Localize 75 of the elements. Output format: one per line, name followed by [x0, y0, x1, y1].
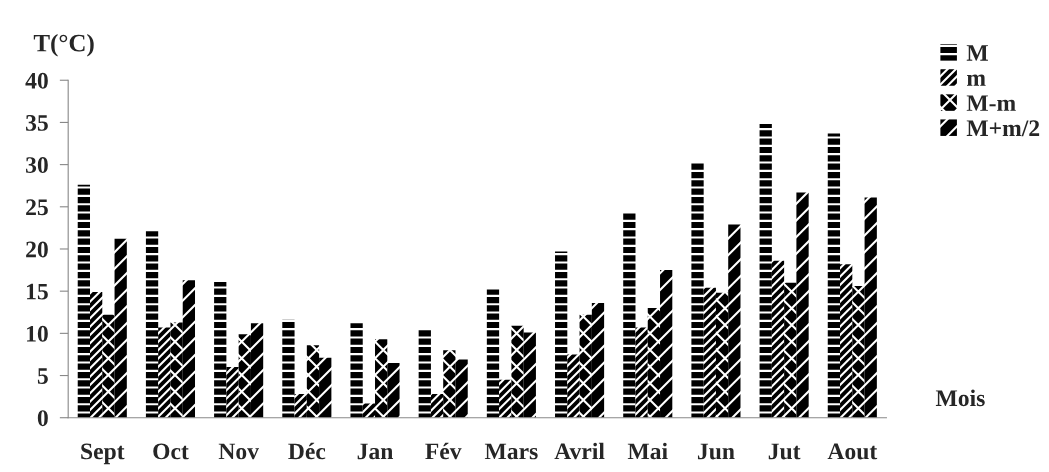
y-tick-label: 25 — [26, 199, 48, 216]
bar — [771, 260, 785, 418]
y-tick-label: 0 — [37, 410, 48, 427]
y-tick-label: 30 — [26, 157, 48, 174]
bar — [852, 286, 865, 418]
bar — [591, 302, 605, 418]
bar — [499, 379, 512, 418]
bar — [864, 197, 877, 418]
bar — [455, 359, 468, 418]
x-tick-label: Nov — [218, 443, 259, 460]
bar — [796, 192, 809, 418]
bar — [362, 403, 376, 418]
legend-label: m — [966, 74, 986, 86]
x-tick-label: Mars — [484, 443, 538, 460]
y-tick-label: 10 — [27, 325, 48, 342]
bar — [294, 394, 307, 418]
bar — [784, 282, 797, 418]
bar — [840, 264, 853, 418]
bar — [759, 124, 772, 418]
bar — [375, 339, 388, 418]
bar — [728, 224, 741, 418]
y-axis-title: T(°C) — [33, 33, 94, 57]
x-tick-label: Jun — [697, 443, 735, 460]
bar — [703, 287, 716, 418]
x-tick-label: Sept — [81, 443, 125, 465]
y-tick-label: 15 — [27, 283, 48, 300]
bar — [555, 251, 568, 418]
x-tick-label: Fév — [425, 442, 462, 460]
bar — [387, 362, 400, 418]
bar — [182, 280, 196, 418]
bar — [430, 394, 444, 418]
x-tick-label: Jan — [357, 443, 394, 460]
bar — [214, 281, 227, 418]
bar — [715, 292, 729, 418]
bar — [523, 332, 536, 418]
y-tick-label: 5 — [37, 368, 48, 384]
x-tick-label: Jut — [768, 443, 801, 460]
bar — [623, 212, 636, 418]
bar — [579, 314, 592, 418]
bar — [319, 357, 332, 418]
bar — [238, 334, 251, 418]
x-tick-label: Mai — [627, 442, 668, 460]
bar — [486, 289, 500, 418]
legend-label: M-m — [966, 95, 1016, 111]
bar — [827, 133, 841, 418]
legend-label: M — [966, 45, 988, 61]
bar — [443, 350, 456, 418]
bar — [350, 323, 363, 418]
y-tick-label: 40 — [25, 72, 48, 89]
bar — [418, 328, 431, 418]
bar — [145, 231, 159, 418]
bar — [511, 325, 524, 418]
x-tick-label: Oct — [153, 443, 189, 460]
bar — [170, 322, 183, 418]
bar — [635, 327, 648, 418]
bar — [647, 308, 661, 418]
bar — [77, 184, 90, 418]
y-tick-label: 35 — [26, 114, 48, 131]
y-tick-label: 20 — [26, 241, 48, 258]
x-tick-label: Déc — [288, 442, 326, 460]
x-tick-label: Aout — [827, 443, 878, 460]
bar — [567, 354, 580, 418]
x-axis-title: Mois — [935, 389, 985, 407]
bar — [226, 367, 239, 418]
bar — [250, 323, 264, 418]
legend-label: M+m/2 — [966, 120, 1040, 137]
bar — [102, 314, 115, 418]
bar — [114, 238, 127, 418]
x-tick-label: Avril — [554, 442, 605, 460]
bar — [306, 345, 320, 418]
bar — [158, 327, 171, 418]
bar — [691, 162, 704, 418]
bar — [660, 270, 673, 418]
bar — [282, 319, 295, 418]
bar — [90, 292, 103, 418]
